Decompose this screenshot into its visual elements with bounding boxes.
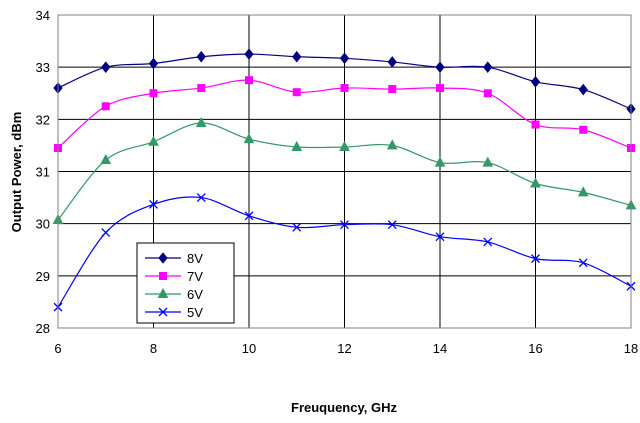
data-point [292, 50, 302, 63]
data-point [100, 153, 112, 165]
data-point [530, 177, 541, 188]
legend-item: 8V [145, 251, 203, 266]
legend-marker [159, 272, 167, 280]
data-point [149, 89, 158, 98]
data-point [577, 186, 589, 197]
data-point [531, 254, 540, 264]
series-group [52, 48, 637, 312]
x-tick-label: 6 [54, 341, 61, 356]
series-7V [54, 76, 635, 153]
data-point [388, 85, 397, 94]
y-tick-label: 28 [36, 321, 50, 336]
data-point [101, 102, 110, 111]
x-axis-title: Freuquency, GHz [291, 400, 397, 415]
y-tick-label: 31 [36, 165, 50, 180]
data-point [578, 83, 588, 96]
data-point [434, 156, 446, 167]
series-8V [53, 48, 636, 115]
y-axis-title: Output Power, dBm [9, 112, 24, 233]
data-point [531, 120, 540, 129]
data-point [244, 211, 254, 221]
data-point [195, 116, 207, 127]
x-axis-ticks: 6 8 10 12 14 16 18 [54, 341, 638, 356]
x-tick-label: 16 [528, 341, 542, 356]
data-point [101, 228, 111, 237]
series-5V [53, 193, 636, 312]
data-point [244, 48, 254, 60]
y-tick-label: 34 [36, 8, 50, 23]
data-point [101, 61, 111, 73]
data-point [245, 76, 253, 85]
y-tick-label: 30 [36, 217, 50, 232]
data-point [483, 89, 492, 98]
data-point [149, 199, 158, 209]
data-point [483, 61, 493, 73]
legend-marker [157, 287, 169, 298]
data-point [387, 220, 397, 230]
data-point [387, 56, 397, 68]
data-point [148, 135, 159, 146]
legend-label: 8V [187, 251, 203, 266]
data-point [292, 88, 301, 97]
data-point [435, 232, 445, 242]
data-point [530, 75, 541, 88]
data-point [196, 50, 206, 63]
x-tick-label: 8 [150, 341, 157, 356]
data-point [579, 125, 588, 134]
x-tick-label: 12 [337, 341, 351, 356]
series-6V [52, 116, 637, 225]
legend-label: 7V [187, 269, 203, 284]
legend-label: 6V [187, 287, 203, 302]
data-point [386, 139, 398, 150]
legend-label: 5V [187, 305, 203, 320]
legend-item: 7V [145, 269, 203, 284]
data-point [292, 222, 302, 232]
data-point [291, 140, 303, 151]
data-point [339, 52, 350, 65]
legend-box [136, 242, 235, 324]
x-tick-label: 14 [433, 341, 447, 356]
y-axis-ticks: 28 29 30 31 32 33 34 [36, 8, 50, 336]
y-tick-label: 33 [36, 60, 50, 75]
data-point [339, 140, 350, 151]
data-point [340, 84, 349, 93]
data-point [482, 156, 494, 167]
data-point [196, 193, 206, 203]
data-point [197, 84, 206, 93]
data-point [148, 57, 159, 70]
legend-marker [158, 307, 168, 317]
data-point [243, 133, 255, 144]
data-point [578, 258, 588, 268]
data-point [435, 61, 445, 73]
x-tick-label: 18 [624, 341, 638, 356]
y-tick-label: 29 [36, 269, 50, 284]
legend-item: 6V [145, 287, 203, 302]
legend-marker [158, 252, 168, 264]
x-tick-label: 10 [242, 341, 256, 356]
plot-frame [57, 14, 632, 329]
data-point [483, 237, 493, 247]
legend-item: 5V [145, 305, 203, 320]
data-point [340, 220, 349, 230]
legend: 8V 7V 6V 5V [136, 242, 235, 324]
y-tick-label: 32 [36, 112, 50, 127]
data-point [436, 84, 444, 93]
